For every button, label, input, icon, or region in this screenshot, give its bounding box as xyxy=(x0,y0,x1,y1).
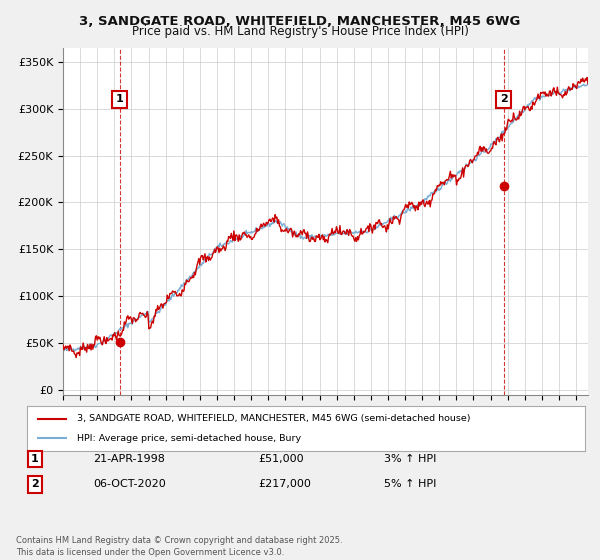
Text: £51,000: £51,000 xyxy=(258,454,304,464)
Text: 3% ↑ HPI: 3% ↑ HPI xyxy=(384,454,436,464)
Text: 06-OCT-2020: 06-OCT-2020 xyxy=(93,479,166,489)
Text: 1: 1 xyxy=(31,454,38,464)
Text: 21-APR-1998: 21-APR-1998 xyxy=(93,454,165,464)
Text: 1: 1 xyxy=(116,94,124,104)
Text: 5% ↑ HPI: 5% ↑ HPI xyxy=(384,479,436,489)
Text: Price paid vs. HM Land Registry's House Price Index (HPI): Price paid vs. HM Land Registry's House … xyxy=(131,25,469,38)
Text: 2: 2 xyxy=(500,94,508,104)
Text: HPI: Average price, semi-detached house, Bury: HPI: Average price, semi-detached house,… xyxy=(77,434,301,443)
Text: £217,000: £217,000 xyxy=(258,479,311,489)
Text: 3, SANDGATE ROAD, WHITEFIELD, MANCHESTER, M45 6WG: 3, SANDGATE ROAD, WHITEFIELD, MANCHESTER… xyxy=(79,15,521,27)
Text: 3, SANDGATE ROAD, WHITEFIELD, MANCHESTER, M45 6WG (semi-detached house): 3, SANDGATE ROAD, WHITEFIELD, MANCHESTER… xyxy=(77,414,471,423)
Text: 2: 2 xyxy=(31,479,38,489)
Text: Contains HM Land Registry data © Crown copyright and database right 2025.
This d: Contains HM Land Registry data © Crown c… xyxy=(16,536,343,557)
